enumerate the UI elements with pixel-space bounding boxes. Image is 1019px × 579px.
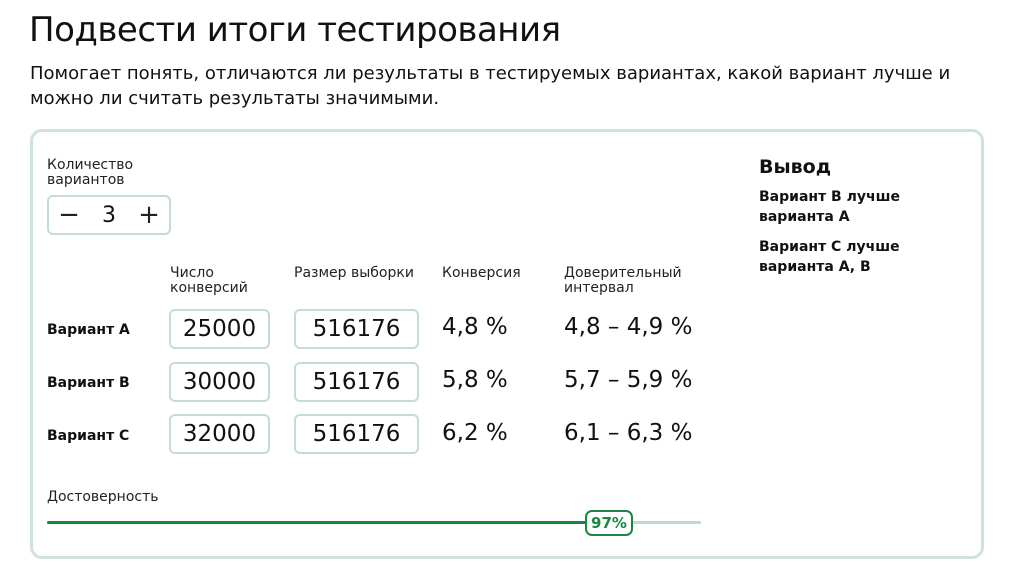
page-title: Подвести итоги тестирования bbox=[29, 10, 561, 50]
conversions-input-a[interactable]: 25000 bbox=[169, 309, 270, 349]
interval-value-b: 5,7 – 5,9 % bbox=[564, 367, 693, 393]
row-label-a: Вариант A bbox=[47, 322, 130, 338]
interval-value-c: 6,1 – 6,3 % bbox=[564, 420, 693, 446]
conclusion-item: Вариант C лучше варианта A, B bbox=[759, 239, 900, 275]
variants-count-label: Количество вариантов bbox=[47, 157, 134, 188]
minus-icon: − bbox=[58, 200, 80, 230]
conversions-input-c[interactable]: 32000 bbox=[169, 414, 270, 454]
sample-size-input-a[interactable]: 516176 bbox=[294, 309, 419, 349]
conclusion-title: Вывод bbox=[759, 156, 832, 178]
conversions-input-b[interactable]: 30000 bbox=[169, 362, 270, 402]
interval-value-a: 4,8 – 4,9 % bbox=[564, 314, 693, 340]
conclusion-item: Вариант B лучше варианта A bbox=[759, 189, 900, 225]
header-conversions: Число конверсий bbox=[170, 265, 248, 296]
confidence-slider-fill bbox=[47, 521, 609, 524]
header-conversion: Конверсия bbox=[442, 265, 521, 281]
confidence-value: 97% bbox=[591, 514, 627, 532]
conversion-value-c: 6,2 % bbox=[442, 420, 508, 446]
decrement-button[interactable]: − bbox=[49, 197, 89, 233]
variants-count-stepper: − 3 + bbox=[47, 195, 171, 235]
page-subtitle: Помогает понять, отличаются ли результат… bbox=[30, 63, 951, 109]
confidence-slider-handle[interactable]: 97% bbox=[585, 510, 633, 536]
sample-size-input-b[interactable]: 516176 bbox=[294, 362, 419, 402]
conversion-value-b: 5,8 % bbox=[442, 367, 508, 393]
confidence-label: Достоверность bbox=[47, 489, 159, 505]
header-interval: Доверительный интервал bbox=[564, 265, 682, 296]
conversion-value-a: 4,8 % bbox=[442, 314, 508, 340]
plus-icon: + bbox=[138, 200, 160, 230]
row-label-b: Вариант B bbox=[47, 375, 130, 391]
header-sample-size: Размер выборки bbox=[294, 265, 414, 281]
row-label-c: Вариант C bbox=[47, 428, 130, 444]
variants-count-value[interactable]: 3 bbox=[102, 202, 116, 228]
calculator-card bbox=[30, 129, 984, 559]
sample-size-input-c[interactable]: 516176 bbox=[294, 414, 419, 454]
increment-button[interactable]: + bbox=[129, 197, 169, 233]
